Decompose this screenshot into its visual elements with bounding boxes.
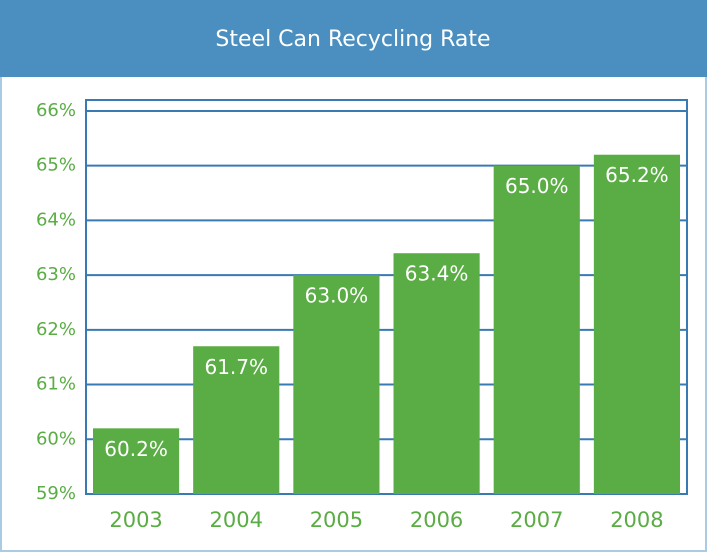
- y-tick-label: 61%: [36, 374, 76, 395]
- value-label: 63.0%: [305, 284, 369, 308]
- value-label: 65.2%: [605, 163, 669, 187]
- value-label: 63.4%: [405, 262, 469, 286]
- y-tick-label: 63%: [36, 264, 76, 285]
- chart-title: Steel Can Recycling Rate: [215, 27, 490, 52]
- value-label: 60.2%: [104, 437, 168, 461]
- bar: [593, 154, 680, 494]
- y-tick-label: 64%: [36, 209, 76, 230]
- bar: [493, 165, 580, 494]
- bar: [393, 253, 480, 494]
- x-tick-label: 2003: [109, 508, 162, 532]
- x-tick-label: 2004: [210, 508, 263, 532]
- y-tick-label: 62%: [36, 319, 76, 340]
- bar: [93, 428, 180, 494]
- x-tick-label: 2008: [610, 508, 663, 532]
- y-tick-label: 66%: [36, 100, 76, 121]
- y-tick-label: 65%: [36, 155, 76, 176]
- y-tick-label: 60%: [36, 428, 76, 449]
- header: [0, 0, 707, 77]
- x-tick-label: 2006: [410, 508, 463, 532]
- value-label: 61.7%: [204, 355, 268, 379]
- bar: [293, 275, 380, 494]
- x-tick-label: 2007: [510, 508, 563, 532]
- bar: [193, 346, 280, 494]
- y-tick-label: 59%: [36, 483, 76, 504]
- value-label: 65.0%: [505, 174, 569, 198]
- x-tick-label: 2005: [310, 508, 363, 532]
